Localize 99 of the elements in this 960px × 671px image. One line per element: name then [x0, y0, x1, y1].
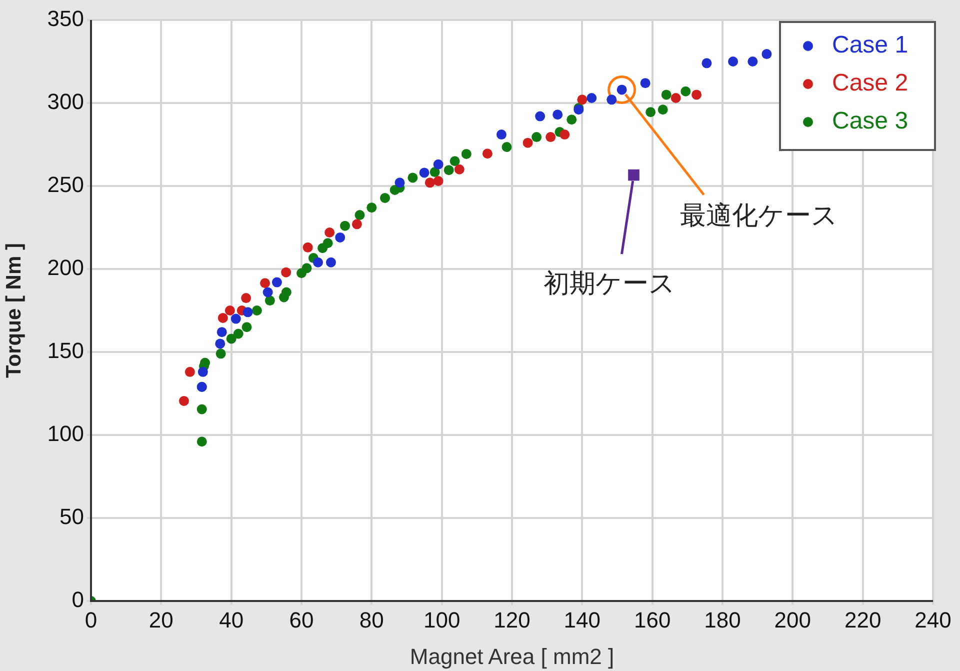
- x-tick-label: 80: [359, 607, 384, 632]
- x-tick-label: 140: [564, 607, 601, 632]
- y-tick-label: 300: [47, 89, 84, 114]
- point: [242, 322, 252, 332]
- legend-label: Case 2: [832, 70, 908, 97]
- point: [658, 104, 668, 115]
- point: [430, 167, 440, 178]
- point: [661, 90, 672, 100]
- point: [230, 314, 241, 324]
- point: [281, 287, 292, 298]
- point: [216, 348, 226, 359]
- y-tick-label: 150: [47, 338, 84, 364]
- point: [566, 114, 577, 125]
- point: [577, 94, 588, 105]
- x-tick-label: 240: [914, 607, 952, 632]
- y-axis-title: Torque [ Nm ]: [2, 243, 26, 378]
- point: [226, 334, 236, 344]
- point: [522, 138, 533, 148]
- point: [262, 287, 273, 298]
- point: [322, 238, 333, 248]
- point: [224, 306, 235, 316]
- point: [281, 267, 292, 278]
- point: [264, 296, 275, 306]
- point: [546, 132, 556, 142]
- point: [444, 165, 454, 176]
- point: [312, 257, 323, 268]
- point: [419, 168, 430, 178]
- point: [218, 312, 228, 323]
- point: [461, 148, 472, 159]
- point: [198, 366, 208, 377]
- y-tick-label: 0: [72, 587, 84, 612]
- point: [216, 327, 227, 338]
- point: [762, 49, 772, 60]
- x-tick-label: 200: [774, 607, 812, 632]
- point: [178, 396, 189, 406]
- point: [302, 263, 312, 274]
- point: [354, 210, 365, 220]
- point: [196, 404, 207, 414]
- point: [260, 278, 270, 288]
- point: [326, 257, 336, 268]
- annotation: 最適化ケース: [680, 200, 838, 230]
- point: [608, 75, 636, 104]
- point: [680, 86, 691, 96]
- point: [394, 178, 405, 188]
- point: [433, 159, 444, 170]
- y-tick-label: 200: [47, 255, 84, 280]
- point: [340, 220, 350, 231]
- y-tick-label: 50: [60, 504, 84, 530]
- point: [408, 172, 418, 183]
- point: [692, 90, 702, 100]
- point: [424, 178, 435, 188]
- point: [535, 111, 546, 122]
- point: [241, 293, 252, 304]
- point: [532, 132, 542, 142]
- point: [728, 56, 738, 66]
- point: [748, 56, 758, 66]
- point: [670, 93, 681, 104]
- point: [702, 58, 712, 68]
- y-tick-label: 250: [47, 172, 84, 198]
- point: [352, 219, 362, 230]
- point: [366, 202, 377, 213]
- point: [233, 328, 244, 339]
- point: [450, 156, 460, 166]
- point: [646, 107, 656, 118]
- point: [215, 338, 226, 349]
- x-tick-label: 60: [289, 607, 314, 632]
- x-tick-label: 120: [494, 607, 530, 632]
- x-tick-label: 40: [219, 607, 244, 632]
- point: [560, 130, 570, 140]
- x-tick-label: 160: [634, 607, 671, 632]
- legend-label: Case 1: [832, 32, 908, 59]
- point: [482, 148, 492, 159]
- y-tick-label: 350: [47, 6, 84, 32]
- y-tick-label: 100: [47, 421, 84, 446]
- point: [606, 94, 617, 105]
- point: [196, 436, 207, 447]
- point: [496, 130, 506, 140]
- legend-label: Case 3: [832, 108, 908, 135]
- annotation: 初期ケース: [544, 268, 676, 298]
- point: [640, 78, 650, 88]
- point: [324, 227, 335, 238]
- point: [380, 192, 390, 203]
- point: [302, 242, 313, 252]
- point: [242, 307, 253, 318]
- x-axis-title: Magnet Area [ mm2 ]: [410, 644, 614, 669]
- point: [454, 164, 464, 174]
- point: [586, 93, 597, 104]
- point: [252, 306, 262, 316]
- point: [502, 142, 512, 152]
- x-tick-label: 100: [423, 607, 460, 632]
- point: [272, 277, 282, 288]
- x-tick-label: 20: [148, 607, 174, 632]
- x-tick-label: 220: [844, 607, 882, 632]
- point: [628, 169, 640, 181]
- point: [184, 366, 195, 377]
- x-tick-label: 180: [704, 607, 741, 632]
- point: [552, 110, 563, 120]
- point: [433, 176, 444, 186]
- point: [335, 232, 346, 242]
